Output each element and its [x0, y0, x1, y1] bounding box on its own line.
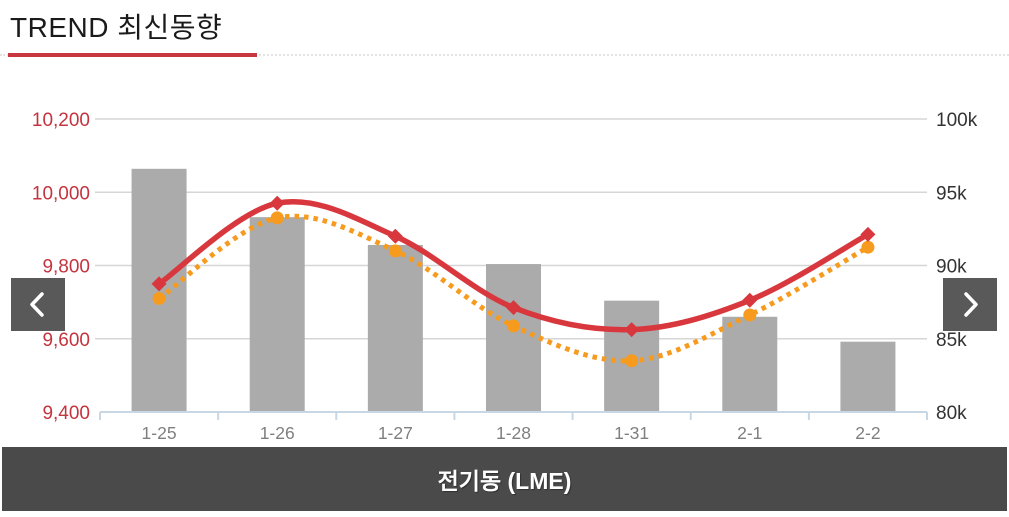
x-axis-label: 2-2 — [855, 423, 880, 443]
right-axis-tick-label: 80k — [936, 403, 967, 424]
left-axis-tick-label: 10,200 — [32, 110, 90, 131]
solid-line-marker — [151, 276, 167, 292]
solid-line-marker — [742, 292, 758, 308]
x-axis-label: 1-25 — [142, 423, 177, 443]
bar — [840, 341, 896, 412]
title-divider-accent — [8, 53, 257, 57]
right-axis-tick-label: 85k — [936, 330, 967, 351]
dotted-line-marker — [270, 211, 284, 225]
dotted-line-marker — [861, 240, 875, 254]
x-axis-label: 1-27 — [378, 423, 413, 443]
prev-button[interactable] — [11, 278, 65, 331]
bar — [249, 217, 305, 412]
next-button[interactable] — [943, 278, 997, 331]
page-title: TREND 최신동향 — [10, 12, 223, 43]
right-axis-tick-label: 95k — [936, 183, 967, 204]
x-axis-label: 1-31 — [614, 423, 649, 443]
x-axis-label: 2-1 — [737, 423, 762, 443]
chart-footer-bar: 전기동 (LME) — [2, 447, 1007, 511]
chart-footer-label: 전기동 (LME) — [437, 468, 572, 494]
dotted-line-marker — [625, 354, 639, 368]
trend-combo-chart: 10,200 100k 10,000 95k 9,800 90k 9,600 85k 9,400… — [32, 110, 978, 443]
right-axis-tick-label: 100k — [936, 110, 978, 131]
left-axis-tick-label: 9,800 — [42, 257, 90, 278]
solid-line-marker — [624, 322, 640, 338]
left-axis-tick-label: 10,000 — [32, 183, 90, 204]
x-axis-label: 1-28 — [496, 423, 531, 443]
bar — [367, 244, 423, 412]
dotted-line-marker — [743, 308, 757, 322]
dotted-line-marker — [507, 319, 520, 333]
right-axis-tick-label: 90k — [936, 257, 967, 278]
left-axis-tick-label: 9,600 — [42, 330, 90, 351]
solid-line-marker — [387, 228, 403, 244]
solid-line-marker — [506, 300, 521, 316]
solid-line-marker — [269, 195, 285, 211]
x-axis-label: 1-26 — [260, 423, 295, 443]
solid-line-marker — [860, 226, 876, 242]
chevron-right-icon — [964, 292, 978, 317]
title-divider — [0, 53, 1009, 57]
dotted-line-marker — [152, 291, 166, 305]
bar — [486, 264, 541, 412]
bar — [722, 316, 778, 412]
dotted-line-marker — [388, 244, 402, 258]
chevron-left-icon — [30, 292, 44, 317]
left-axis-tick-label: 9,400 — [42, 403, 90, 424]
